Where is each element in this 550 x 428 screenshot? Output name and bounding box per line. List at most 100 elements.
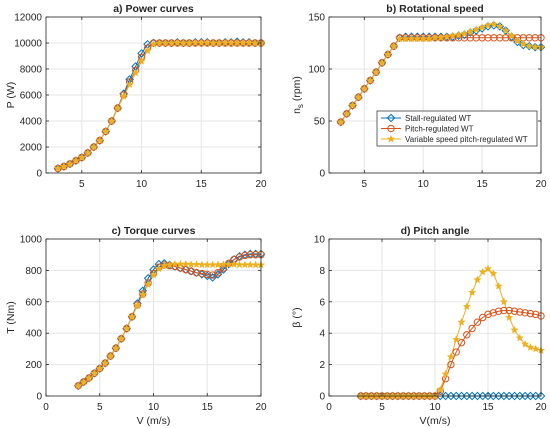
data-point-pitch <box>182 265 190 274</box>
data-point-variable <box>499 297 508 306</box>
data-point-variable <box>425 34 434 43</box>
data-point-pitch <box>494 307 503 315</box>
y-tick-label: 4000 <box>20 117 43 128</box>
data-point-variable <box>119 92 128 100</box>
y-tick-label: 8000 <box>20 65 43 76</box>
data-point-pitch <box>463 331 471 339</box>
data-point-pitch <box>246 251 254 259</box>
legend-label-pitch: Pitch-regulated WT <box>405 125 474 134</box>
y-tick-label: 4 <box>319 329 325 340</box>
data-point-pitch <box>532 310 540 319</box>
y-tick-label: 6 <box>319 297 325 308</box>
data-point-variable <box>111 343 120 352</box>
data-point-variable <box>519 39 528 48</box>
data-point-stall <box>137 49 146 58</box>
x-tick-label: 5 <box>97 402 103 413</box>
data-point-pitch <box>496 34 504 42</box>
data-point-variable <box>133 301 142 310</box>
data-point-pitch <box>187 267 195 275</box>
data-point-variable <box>354 92 363 101</box>
x-tick-label: 5 <box>79 179 85 190</box>
y-tick-label: 50 <box>314 117 326 128</box>
data-point-stall <box>224 259 234 269</box>
x-axis-label: V(m/s) <box>420 415 451 427</box>
data-point-variable <box>79 377 88 386</box>
data-point-variable <box>95 364 104 372</box>
data-point-variable <box>181 259 190 268</box>
data-point-pitch <box>468 324 476 333</box>
x-tick-label: 10 <box>148 402 160 413</box>
data-point-variable <box>436 33 445 42</box>
data-point-pitch <box>192 269 201 277</box>
data-point-variable <box>348 101 357 109</box>
x-tick-label: 10 <box>429 402 441 413</box>
data-point-variable <box>372 67 381 76</box>
data-point-pitch <box>466 34 475 42</box>
y-tick-label: 10 <box>314 235 326 246</box>
data-point-variable <box>90 369 99 377</box>
data-point-variable <box>531 344 540 353</box>
data-point-variable <box>389 41 398 50</box>
data-point-variable <box>448 31 457 40</box>
y-axis-label: β (°) <box>291 307 303 327</box>
legend-label-variable: Variable speed pitch-regulated WT <box>405 135 528 144</box>
data-point-variable <box>454 30 463 39</box>
data-point-variable <box>83 148 92 157</box>
data-point-variable <box>462 302 471 310</box>
data-point-variable <box>495 22 504 30</box>
y-tick-label: 0 <box>36 169 42 180</box>
y-axis-label: P (W) <box>5 82 17 109</box>
data-point-pitch <box>516 308 524 316</box>
y-tick-label: 8 <box>319 266 325 277</box>
data-point-pitch <box>479 313 487 322</box>
y-tick-label: 0 <box>36 392 42 403</box>
data-point-variable <box>144 280 153 288</box>
y-axis-label-sub: s <box>296 104 305 108</box>
data-point-variable <box>478 267 487 276</box>
y-tick-label: 10000 <box>14 39 42 50</box>
x-tick-label: 0 <box>43 402 49 413</box>
data-point-pitch <box>452 348 460 356</box>
series-markers-variable <box>336 20 545 126</box>
series-markers-variable <box>74 259 265 390</box>
legend: Stall-regulated WT Pitch-regulated WTVari… <box>376 110 538 147</box>
y-axis-label-main: n <box>291 108 303 114</box>
data-point-pitch <box>203 270 211 279</box>
x-tick-label: 20 <box>535 179 547 190</box>
x-tick-label: 5 <box>379 402 385 413</box>
y-tick-label: 12000 <box>14 13 42 24</box>
x-tick-label: 15 <box>202 402 214 413</box>
data-point-variable <box>149 270 158 279</box>
data-point-variable <box>131 68 140 77</box>
data-point-pitch <box>484 34 492 42</box>
y-tick-label: 100 <box>308 65 325 76</box>
data-point-variable <box>442 32 451 41</box>
panel-b: 5 10 15 20 0 50 100 150 b) Rotational speed ns (r… <box>291 3 547 190</box>
data-point-variable <box>473 275 482 284</box>
data-point-pitch <box>473 318 482 326</box>
data-point-pitch <box>235 253 244 261</box>
data-point-variable <box>143 46 152 55</box>
data-point-variable <box>452 335 461 343</box>
data-point-variable <box>466 27 475 35</box>
data-point-variable <box>507 31 516 40</box>
data-point-pitch <box>251 251 260 259</box>
data-point-variable <box>85 373 93 382</box>
y-axis-label: T (Nm) <box>5 301 17 333</box>
data-point-variable <box>165 260 174 269</box>
y-axis-label-main: T (Nm) <box>5 301 17 333</box>
data-point-variable <box>489 269 498 277</box>
x-tick-label: 10 <box>136 179 148 190</box>
data-point-pitch <box>214 269 222 277</box>
data-point-variable <box>501 26 510 34</box>
y-tick-label: 800 <box>25 266 42 277</box>
data-point-variable <box>460 29 469 38</box>
data-point-pitch <box>510 307 519 315</box>
data-point-variable <box>128 312 136 321</box>
data-point-variable <box>478 23 487 31</box>
data-point-variable <box>74 381 83 390</box>
data-point-variable <box>154 264 163 273</box>
legend-marker-pitch <box>387 124 395 133</box>
data-point-pitch <box>478 34 486 42</box>
